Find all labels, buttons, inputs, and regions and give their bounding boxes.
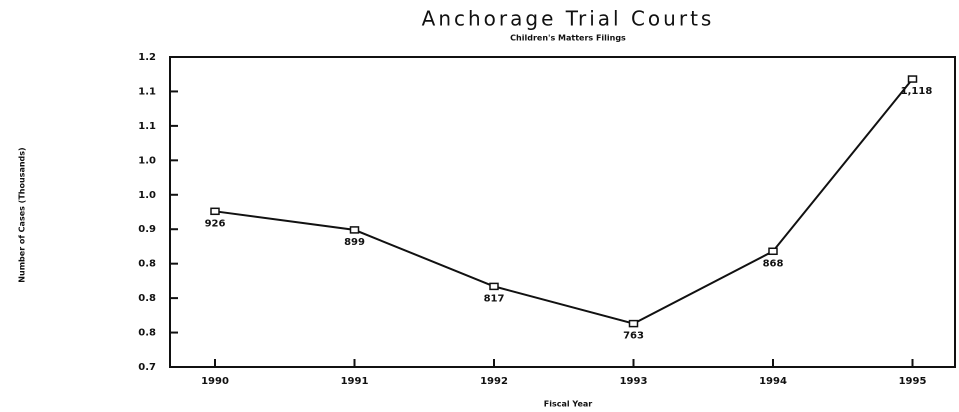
point-marker (628, 319, 639, 328)
x-tick-label: 1995 (899, 376, 927, 387)
point-marker (768, 247, 778, 256)
y-tick-label: 0.8 (138, 328, 156, 339)
point-marker (210, 207, 220, 216)
x-axis-label: Fiscal Year (544, 400, 593, 409)
data-label: 899 (344, 237, 365, 248)
y-tick-label: 1.0 (138, 155, 156, 166)
y-tick-label: 0.9 (138, 224, 156, 235)
y-axis-label: Number of Cases (Thousands) (18, 147, 27, 282)
series-line (214, 78, 914, 325)
plot-frame (169, 56, 956, 368)
chart-title: Anchorage Trial Courts (422, 7, 715, 31)
point-marker (907, 75, 918, 83)
x-tick-label: 1993 (620, 376, 648, 387)
x-tick-label: 1992 (480, 376, 508, 387)
y-tick-label: 1.1 (138, 86, 156, 97)
data-label: 926 (205, 218, 226, 229)
y-tick-label: 1.2 (138, 52, 156, 63)
x-tick-label: 1990 (201, 376, 229, 387)
x-tick-label: 1994 (759, 376, 787, 387)
y-tick-label: 1.0 (138, 190, 156, 201)
y-tick-label: 1.1 (138, 121, 156, 132)
point-marker (489, 282, 499, 291)
point-marker (349, 226, 360, 234)
data-label: 817 (484, 293, 505, 304)
x-tick-label: 1991 (341, 376, 369, 387)
data-label: 868 (763, 258, 784, 269)
y-tick-label: 0.8 (138, 259, 156, 270)
data-label: 763 (623, 331, 644, 342)
y-tick-label: 0.7 (138, 362, 156, 373)
y-tick-label: 0.8 (138, 293, 156, 304)
data-label: 1,118 (901, 86, 933, 97)
chart-subtitle: Children's Matters Filings (510, 34, 626, 43)
